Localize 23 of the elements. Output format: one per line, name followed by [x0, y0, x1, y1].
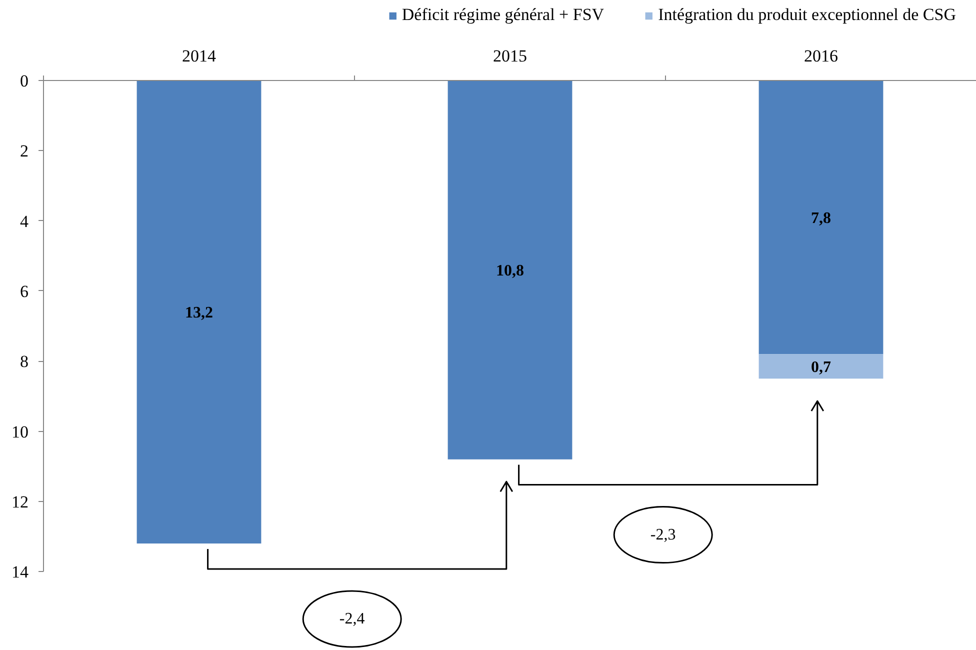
- legend-label: Déficit régime général + FSV: [402, 5, 604, 25]
- y-tick-label: 10: [12, 422, 28, 442]
- y-tick-label: 12: [12, 492, 28, 512]
- y-tick-label: 8: [20, 352, 28, 372]
- y-tick-label: 2: [20, 142, 28, 161]
- y-tick-label: 4: [20, 212, 29, 231]
- bar: [136, 80, 262, 544]
- bar: [448, 80, 572, 460]
- y-tick-label: 0: [20, 72, 28, 90]
- data-label: 10,8: [496, 262, 524, 280]
- bar: [758, 80, 884, 354]
- x-tick-label: 2015: [493, 46, 527, 66]
- text: -2,4: [339, 610, 365, 628]
- data-label: 7,8: [811, 210, 831, 227]
- y-tick-label: 14: [12, 562, 29, 582]
- data-label: 0,7: [811, 358, 831, 376]
- annotation: -2,3: [650, 526, 676, 544]
- y-tick-label: 6: [20, 282, 28, 301]
- data-label: 13,2: [185, 304, 213, 322]
- legend-label: Intégration du produit exceptionnel de CSG: [658, 5, 956, 25]
- bar: [758, 354, 884, 379]
- x-tick-label: 2016: [804, 46, 838, 66]
- x-tick-label: 2014: [182, 46, 216, 66]
